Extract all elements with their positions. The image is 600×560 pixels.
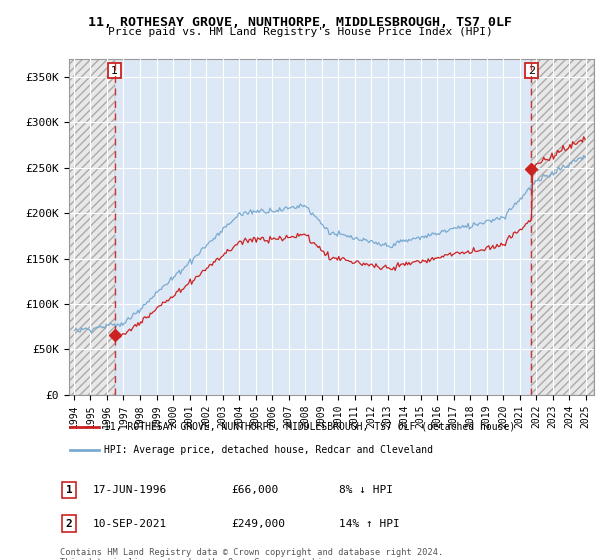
Text: Price paid vs. HM Land Registry's House Price Index (HPI): Price paid vs. HM Land Registry's House … xyxy=(107,27,493,37)
Text: 10-SEP-2021: 10-SEP-2021 xyxy=(93,519,167,529)
Text: 1: 1 xyxy=(111,66,118,76)
Text: HPI: Average price, detached house, Redcar and Cleveland: HPI: Average price, detached house, Redc… xyxy=(104,445,433,455)
Text: 2: 2 xyxy=(65,519,73,529)
Text: 14% ↑ HPI: 14% ↑ HPI xyxy=(339,519,400,529)
Bar xyxy=(532,59,594,395)
Text: Contains HM Land Registry data © Crown copyright and database right 2024.
This d: Contains HM Land Registry data © Crown c… xyxy=(60,548,443,560)
Text: £66,000: £66,000 xyxy=(231,485,278,495)
Text: 11, ROTHESAY GROVE, NUNTHORPE, MIDDLESBROUGH, TS7 0LF: 11, ROTHESAY GROVE, NUNTHORPE, MIDDLESBR… xyxy=(88,16,512,29)
Text: 2: 2 xyxy=(528,66,535,76)
Text: 1: 1 xyxy=(65,485,73,495)
Bar xyxy=(69,59,115,395)
Text: 11, ROTHESAY GROVE, NUNTHORPE, MIDDLESBROUGH, TS7 0LF (detached house): 11, ROTHESAY GROVE, NUNTHORPE, MIDDLESBR… xyxy=(104,422,515,432)
Text: 8% ↓ HPI: 8% ↓ HPI xyxy=(339,485,393,495)
Text: £249,000: £249,000 xyxy=(231,519,285,529)
Text: 17-JUN-1996: 17-JUN-1996 xyxy=(93,485,167,495)
